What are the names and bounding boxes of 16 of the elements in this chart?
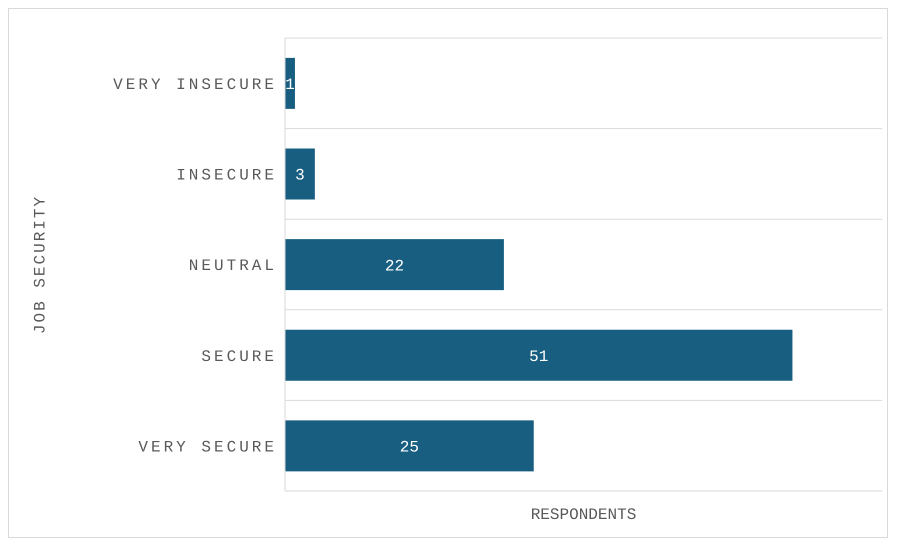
y-tick-label: INSECURE [176, 166, 277, 185]
data-label: 1 [285, 76, 295, 94]
bar [285, 330, 792, 381]
data-label: 3 [295, 166, 305, 185]
y-axis-title: JOB SECURITY [32, 194, 50, 334]
data-label: 25 [400, 438, 419, 457]
y-tick-label: VERY SECURE [138, 438, 277, 456]
x-axis-title: RESPONDENTS [530, 506, 636, 524]
y-tick-label: SECURE [201, 348, 277, 366]
bar [285, 239, 504, 290]
bar [285, 420, 534, 472]
data-label: 51 [529, 348, 548, 366]
data-label: 22 [384, 257, 404, 276]
y-tick-label: NEUTRAL [188, 257, 277, 276]
bar [285, 148, 315, 200]
y-tick-label: VERY INSECURE [113, 76, 277, 94]
